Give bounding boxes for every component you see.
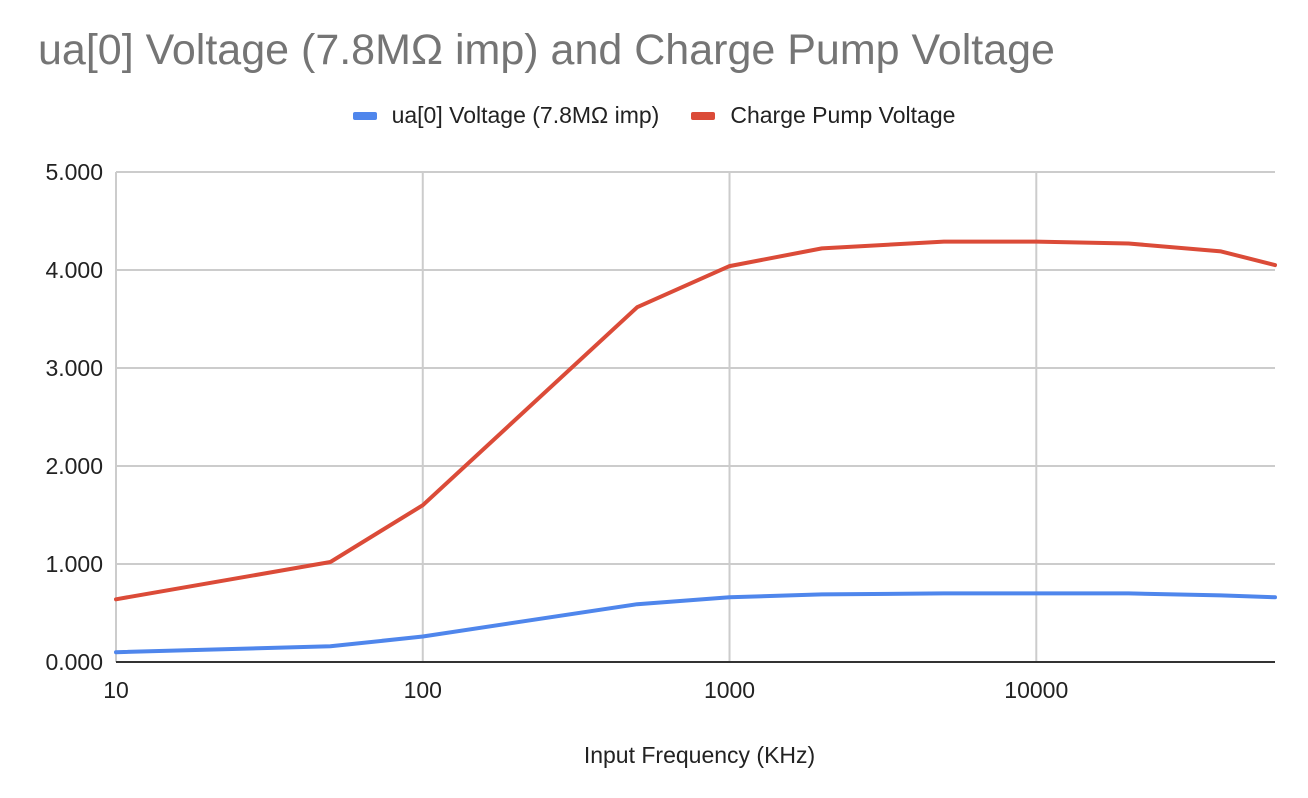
chart-title: ua[0] Voltage (7.8MΩ imp) and Charge Pum…	[38, 26, 1055, 74]
series-line-0	[114, 591, 1277, 655]
y-tick-label-3: 3.000	[45, 355, 103, 381]
y-tick-label-5: 5.000	[45, 159, 103, 185]
legend-swatch-series-0	[352, 111, 377, 120]
legend-label-series-1: Charge Pump Voltage	[730, 102, 956, 128]
x-axis-title: Input Frequency (KHz)	[584, 742, 815, 768]
y-tick-label-2: 2.000	[45, 453, 103, 479]
legend-swatch-series-1	[691, 111, 716, 120]
legend-label-series-0: ua[0] Voltage (7.8MΩ imp)	[391, 102, 660, 128]
legend-item-series-1: Charge Pump Voltage	[691, 102, 955, 129]
x-tick-label-2: 1000	[704, 677, 755, 703]
y-tick-label-1: 1.000	[45, 551, 103, 577]
y-tick-label-0: 0.000	[45, 649, 103, 675]
legend-item-series-0: ua[0] Voltage (7.8MΩ imp)	[352, 102, 660, 129]
y-tick-label-4: 4.000	[45, 257, 103, 283]
x-tick-label-3: 10000	[1004, 677, 1068, 703]
x-tick-label-0: 10	[103, 677, 129, 703]
x-tick-label-1: 100	[404, 677, 442, 703]
series-line-1	[114, 239, 1277, 602]
legend: ua[0] Voltage (7.8MΩ imp) Charge Pump Vo…	[0, 102, 1308, 129]
